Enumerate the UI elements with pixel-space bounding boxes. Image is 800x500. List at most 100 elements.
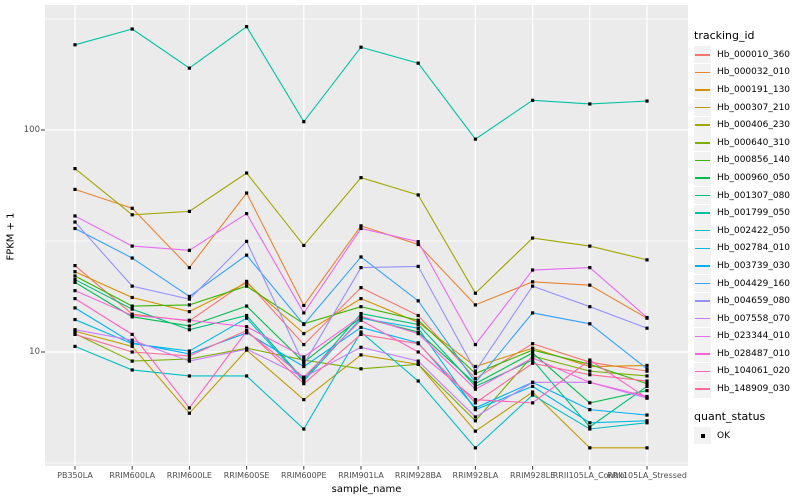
legend-key-swatch: [694, 310, 711, 328]
data-point-Hb_000010_360: [73, 264, 77, 268]
data-point-Hb_028487_010: [187, 318, 191, 322]
legend-item-label: Hb_000406_230: [717, 120, 791, 131]
data-point-Hb_001799_050: [187, 66, 191, 70]
y-axis-title: FPKM + 1: [5, 212, 17, 261]
data-point-Hb_002784_010: [645, 419, 649, 423]
data-point-Hb_148909_030: [416, 342, 420, 346]
data-point-Hb_000191_130: [645, 363, 649, 368]
data-point-Hb_002784_010: [73, 317, 77, 322]
data-point-Hb_023344_010: [302, 311, 306, 315]
data-point-Hb_023344_010: [473, 342, 477, 347]
data-point-Hb_000406_230: [416, 193, 420, 197]
data-point-Hb_000960_050: [73, 280, 77, 284]
legend-line-icon: [695, 89, 710, 91]
legend-line-icon: [695, 229, 710, 232]
legend-key-swatch: [694, 222, 711, 240]
legend-item-label: Hb_002422_050: [717, 225, 791, 236]
data-point-Hb_001307_080: [245, 313, 249, 318]
legend-item-label: Hb_000307_210: [717, 102, 791, 113]
legend-title-tracking-id: tracking_id: [694, 29, 755, 42]
x-tick-label-RRIM600LA: RRIM600LA: [109, 471, 156, 480]
legend-item-Hb_000406_230: Hb_000406_230: [694, 116, 800, 134]
legend-item-Hb_000307_210: Hb_000307_210: [694, 99, 800, 117]
data-point-Hb_000640_310: [302, 358, 306, 362]
data-point-Hb_023344_010: [359, 226, 363, 231]
data-point-Hb_000406_230: [73, 167, 77, 171]
legend-item-Hb_148909_030: Hb_148909_030: [694, 380, 800, 398]
data-point-Hb_001799_050: [302, 120, 306, 124]
data-point-Hb_000406_230: [187, 209, 191, 213]
data-point-Hb_001799_050: [416, 61, 420, 65]
data-point-Hb_028487_010: [416, 332, 420, 336]
data-point-Hb_000406_230: [531, 236, 535, 240]
data-point-Hb_000960_050: [531, 351, 535, 355]
data-point-Hb_001799_050: [245, 25, 249, 29]
x-tick-label-RRIM901LA: RRIM901LA: [338, 471, 384, 480]
legend-item-Hb_002784_010: Hb_002784_010: [694, 239, 800, 258]
data-point-Hb_000307_210: [588, 446, 592, 450]
data-point-Hb_002422_050: [588, 427, 592, 431]
legend-key-swatch: [694, 345, 711, 363]
legend-line-icon: [695, 106, 710, 109]
legend-item-Hb_004429_160: Hb_004429_160: [694, 275, 800, 293]
x-tick-label-RRII105LA_Control: RRII105LA_Control: [552, 471, 627, 480]
legend-item-label: Hb_003739_030: [717, 260, 791, 271]
data-point-Hb_000191_130: [416, 320, 420, 324]
legend-key-swatch: [694, 187, 711, 205]
data-point-Hb_004659_080: [245, 239, 249, 243]
data-point-Hb_000856_140: [531, 348, 535, 352]
data-point-Hb_004659_080: [359, 265, 363, 270]
data-point-Hb_004659_080: [645, 326, 649, 330]
y-tick-label-100: 100: [23, 125, 40, 135]
data-point-Hb_000032_010: [187, 265, 191, 270]
panel-background: [45, 5, 688, 466]
legend-key-swatch: [694, 99, 711, 117]
data-point-Hb_000010_360: [531, 342, 535, 346]
data-point-Hb_007558_070: [473, 415, 477, 419]
legend-item-quant-OK: OK: [694, 427, 800, 445]
legend-key-swatch: [694, 327, 711, 345]
legend-item-Hb_000856_140: Hb_000856_140: [694, 151, 800, 170]
data-point-Hb_001799_050: [473, 137, 477, 141]
legend-item-label: Hb_004429_160: [717, 278, 791, 289]
legend-item-Hb_003739_030: Hb_003739_030: [694, 257, 800, 275]
data-point-Hb_004429_160: [359, 255, 363, 259]
data-point-Hb_104061_020: [73, 296, 77, 301]
data-point-Hb_002422_050: [531, 393, 535, 397]
data-point-Hb_104061_020: [473, 398, 477, 402]
data-point-Hb_000032_010: [73, 187, 77, 192]
data-point-Hb_000191_130: [473, 364, 477, 369]
data-point-Hb_007558_070: [245, 347, 249, 351]
legend-line-icon: [695, 212, 710, 214]
data-point-Hb_001307_080: [645, 384, 649, 388]
legend-line-icon: [695, 317, 710, 320]
data-point-Hb_148909_030: [73, 332, 77, 337]
black-square-point-icon: [700, 433, 705, 438]
legend-line-icon: [695, 142, 710, 144]
data-point-Hb_004429_160: [245, 253, 249, 257]
data-point-Hb_000032_010: [302, 303, 306, 308]
legend-item-Hb_000032_010: Hb_000032_010: [694, 63, 800, 82]
legend-item-Hb_002422_050: Hb_002422_050: [694, 222, 800, 240]
data-point-Hb_148909_030: [130, 350, 134, 354]
data-point-Hb_002422_050: [302, 427, 306, 431]
data-point-Hb_001799_050: [130, 27, 134, 31]
legend-tracking-items: Hb_000010_360 Hb_000032_010 Hb_000191_130 H…: [694, 46, 800, 398]
legend-line-icon: [695, 282, 710, 285]
data-point-Hb_000640_310: [187, 357, 191, 361]
x-tick-label-RRIM600SE: RRIM600SE: [223, 471, 270, 480]
data-point-Hb_000640_310: [416, 362, 420, 366]
data-point-Hb_002422_050: [245, 374, 249, 378]
data-point-Hb_007558_070: [130, 338, 134, 342]
data-point-Hb_007558_070: [416, 359, 420, 363]
data-point-Hb_000307_210: [302, 398, 306, 402]
x-axis-title: sample_name: [331, 484, 402, 495]
data-point-Hb_001799_050: [73, 43, 77, 47]
data-point-Hb_028487_010: [531, 356, 535, 360]
data-point-Hb_000856_140: [187, 303, 191, 307]
data-point-Hb_028487_010: [130, 313, 134, 318]
data-point-Hb_023344_010: [187, 248, 191, 252]
legend-key-swatch: [694, 46, 711, 64]
legend-item-Hb_000640_310: Hb_000640_310: [694, 134, 800, 152]
legend-key-swatch: [694, 134, 711, 152]
